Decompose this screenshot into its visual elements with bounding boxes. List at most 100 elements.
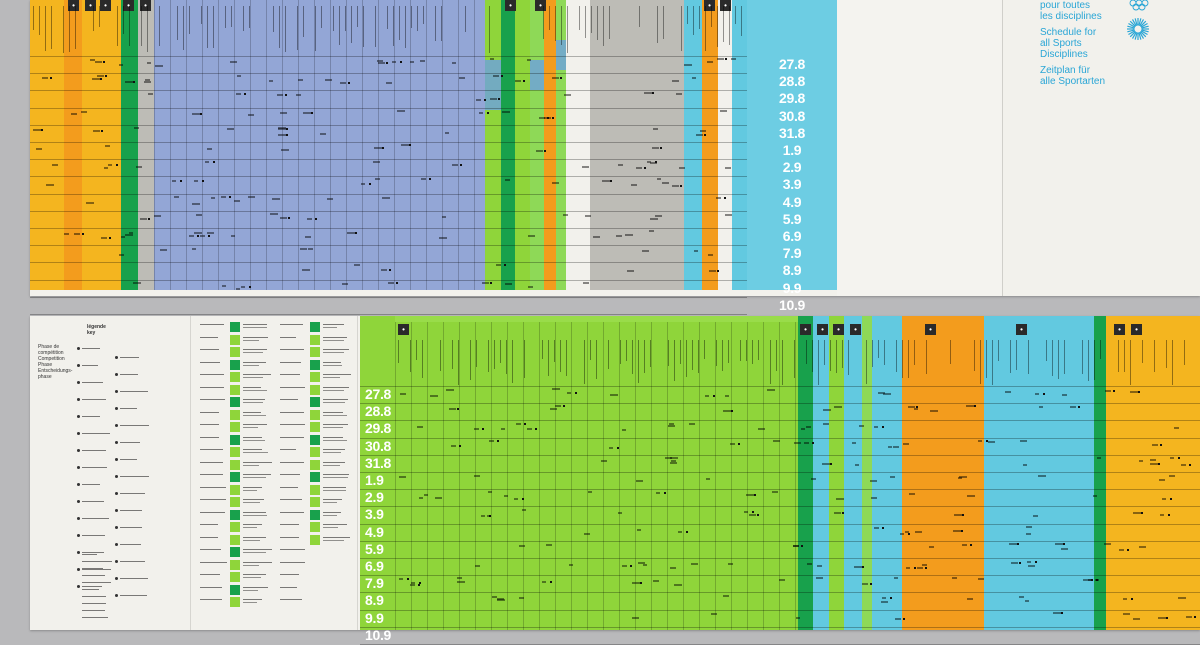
venue-text-mark — [243, 524, 262, 525]
final-marker — [1170, 498, 1172, 501]
header-text-mark — [711, 6, 712, 27]
header-text-mark — [441, 6, 442, 41]
session-mark — [881, 601, 888, 604]
venue-text-mark — [323, 336, 347, 338]
session-mark — [822, 462, 830, 465]
sport-column — [920, 316, 972, 630]
column-divider — [458, 0, 459, 290]
venue-text-mark — [243, 536, 266, 538]
session-mark — [121, 236, 125, 238]
legend-text-mark — [82, 575, 105, 576]
final-marker — [830, 462, 832, 465]
final-marker — [148, 217, 150, 220]
sport-pictogram-icon — [230, 534, 240, 545]
fold-line — [1002, 0, 1003, 296]
venue-text-mark — [243, 577, 261, 578]
column-divider — [731, 322, 732, 630]
session-mark — [618, 512, 622, 515]
sport-name-mark — [200, 424, 219, 425]
header-text-mark — [974, 340, 975, 371]
column-divider — [619, 322, 620, 630]
venue-text-mark — [243, 324, 267, 325]
final-marker — [660, 147, 662, 149]
session-mark — [794, 441, 801, 444]
header-text-mark — [908, 340, 909, 378]
final-marker — [680, 185, 682, 188]
sport-column — [829, 316, 844, 630]
header-text-mark — [500, 340, 501, 363]
session-mark — [674, 584, 682, 587]
session-mark — [625, 234, 633, 236]
header-text-mark — [494, 340, 495, 369]
column-divider — [346, 0, 347, 290]
header-text-mark — [896, 340, 897, 372]
final-marker — [713, 395, 715, 397]
session-mark — [1158, 616, 1166, 619]
legend-text-mark — [120, 441, 140, 443]
sport-column — [590, 0, 610, 290]
session-mark — [836, 498, 844, 501]
final-marker — [757, 514, 759, 517]
header-text-mark — [776, 340, 777, 371]
column-divider — [202, 0, 203, 290]
final-marker — [288, 216, 290, 219]
sport-name-mark — [200, 349, 219, 350]
final-marker — [100, 78, 102, 81]
legend-text-mark — [82, 382, 103, 383]
sun-ray — [1128, 22, 1136, 28]
sport-column — [862, 316, 872, 630]
date-label: 2.9 — [782, 159, 802, 176]
session-mark — [653, 580, 659, 583]
header-text-mark — [387, 6, 388, 29]
legend-bullet — [77, 432, 80, 435]
session-mark — [793, 544, 799, 547]
venue-text-mark — [323, 514, 337, 516]
session-mark — [298, 79, 303, 82]
sport-name-mark — [200, 436, 219, 438]
session-mark — [1181, 463, 1186, 466]
legend-text-mark — [82, 561, 112, 562]
session-mark — [711, 612, 717, 615]
session-mark — [145, 79, 150, 82]
legend-text-mark — [82, 603, 106, 604]
header-text-mark — [423, 6, 424, 24]
date-label: 4.9 — [365, 523, 384, 540]
session-mark — [709, 270, 716, 273]
final-marker — [550, 581, 552, 584]
session-mark — [505, 179, 510, 182]
title-fr-1: pour toutes — [1040, 0, 1091, 11]
session-mark — [514, 498, 518, 501]
column-divider — [635, 322, 636, 630]
legend-text-mark — [82, 467, 107, 468]
final-marker — [882, 426, 884, 429]
final-marker — [109, 237, 111, 239]
legend-text-mark — [120, 577, 148, 579]
legend-text-mark — [82, 552, 104, 553]
final-marker — [197, 235, 199, 237]
legend-text-mark — [82, 518, 109, 519]
final-marker — [1043, 393, 1045, 395]
venue-text-mark — [323, 427, 343, 428]
sport-pictogram-icon — [230, 584, 240, 595]
session-mark — [642, 250, 649, 253]
session-mark — [859, 425, 864, 428]
date-label: 9.9 — [365, 609, 384, 626]
venue-text-mark — [243, 427, 258, 428]
column-divider — [330, 0, 331, 290]
session-mark — [563, 213, 568, 216]
session-mark — [823, 423, 829, 426]
header-text-mark — [51, 6, 52, 49]
session-mark — [874, 426, 878, 429]
session-mark — [129, 232, 133, 234]
header-text-mark — [632, 340, 633, 374]
session-mark — [1070, 406, 1076, 409]
session-mark — [401, 144, 409, 146]
sport-column — [718, 0, 732, 290]
session-mark — [793, 544, 799, 547]
session-mark — [1039, 406, 1043, 409]
date-label: 6.9 — [782, 228, 802, 245]
sport-name-mark — [200, 499, 226, 500]
session-mark — [325, 79, 332, 82]
highlight-block — [121, 240, 138, 270]
session-mark — [140, 217, 147, 220]
